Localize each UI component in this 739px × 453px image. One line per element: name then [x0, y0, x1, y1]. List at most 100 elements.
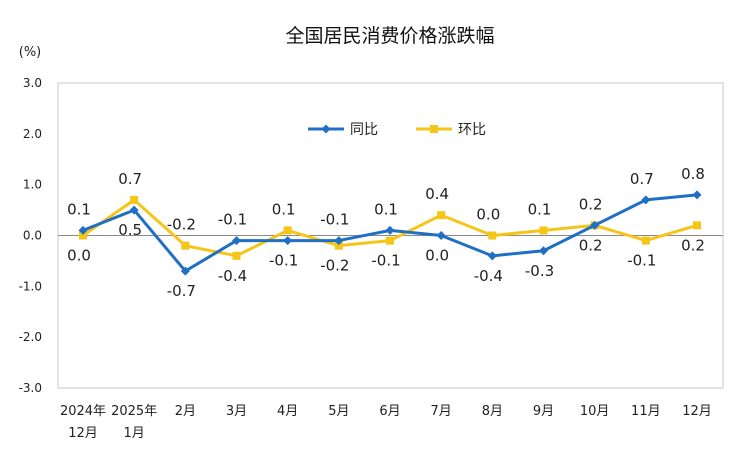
mom-data-label: 0.7 [118, 170, 142, 188]
yoy-point-marker [232, 236, 241, 246]
yoy-data-label: -0.7 [167, 282, 196, 300]
x-tick-label: 9月 [533, 404, 554, 419]
yoy-data-label: 0.2 [579, 195, 603, 213]
y-axis: 3.0 2.0 1.0 0.0 -1.0 -2.0 -3.0 [19, 76, 42, 395]
x-tick-label: 6月 [379, 404, 400, 419]
y-tick-label: -1.0 [19, 279, 42, 293]
yoy-point-marker [539, 246, 548, 256]
mom-data-label: -0.2 [320, 257, 349, 275]
legend-marker [430, 125, 438, 133]
yoy-data-label: -0.1 [218, 211, 247, 229]
mom-data-label: 0.1 [272, 200, 296, 218]
y-unit-label: (%) [19, 45, 42, 60]
mom-point-marker [130, 195, 139, 204]
x-tick-label: 7月 [431, 404, 452, 419]
yoy-point-marker [283, 236, 293, 246]
mom-point-marker [79, 231, 87, 240]
x-tick-line: 9月 [533, 404, 554, 419]
y-tick-label: 0.0 [23, 229, 42, 243]
x-tick-line: 4月 [277, 404, 298, 419]
yoy-data-label: -0.1 [320, 211, 349, 229]
yoy-data-label: -0.1 [269, 252, 298, 270]
mom-data-label: 0.4 [425, 185, 449, 203]
mom-point-marker [386, 236, 394, 245]
mom-data-label: 0.2 [681, 236, 705, 254]
x-tick-line: 12月 [68, 426, 98, 441]
legend-item-mom: 环比 [416, 122, 486, 138]
yoy-data-label: 0.0 [425, 247, 449, 265]
x-tick-line: 12月 [682, 404, 712, 419]
y-tick-label: 1.0 [23, 178, 42, 192]
yoy-point-marker [385, 225, 395, 235]
x-tick-line: 2月 [175, 404, 196, 419]
yoy-data-label: 0.5 [118, 221, 142, 239]
mom-point-marker [232, 251, 241, 260]
y-tick-label: 3.0 [23, 76, 42, 90]
mom-point-marker [641, 236, 650, 245]
mom-point-marker [539, 226, 548, 235]
mom-point-marker [488, 231, 497, 240]
x-tick-line: 3月 [226, 404, 247, 419]
yoy-data-label: -0.4 [474, 267, 503, 285]
mom-data-label: -0.2 [167, 216, 196, 234]
x-tick-line: 2025年 [111, 404, 157, 419]
yoy-data-label: 0.1 [67, 200, 91, 218]
yoy-point-marker [641, 195, 651, 205]
x-tick-line: 11月 [631, 404, 661, 419]
x-tick-line: 1月 [124, 426, 145, 441]
yoy-point-marker [180, 266, 190, 276]
yoy-point-marker [692, 190, 702, 200]
legend-marker [321, 124, 331, 134]
yoy-data-label: 0.7 [630, 170, 654, 188]
yoy-point-marker [129, 205, 139, 215]
yoy-point-marker [78, 225, 88, 235]
x-tick-label: 8月 [482, 404, 503, 419]
x-tick-label: 4月 [277, 404, 298, 419]
x-axis: 2024年 12月 2025年 1月 2月 3月 4月 5月 6月 7月 8月 9月 10月 11月 12月 [60, 404, 712, 441]
mom-point-marker [437, 211, 446, 220]
yoy-point-marker [590, 220, 600, 230]
x-tick-label: 2024年 12月 [60, 404, 106, 441]
yoy-point-marker [334, 236, 344, 246]
mom-point-marker [693, 221, 701, 230]
data-labels-layer: 0.1 0.5 -0.7 -0.1 -0.1 -0.1 0.1 0.0 -0.4 -0.3 0.2 0… [67, 165, 705, 300]
x-tick-label: 2025年 1月 [111, 404, 157, 441]
mom-point-marker [283, 226, 292, 235]
mom-data-label: 0.0 [476, 206, 500, 224]
x-tick-label: 5月 [328, 404, 349, 419]
y-tick-label: -3.0 [19, 381, 42, 395]
yoy-data-label: 0.1 [374, 200, 398, 218]
x-tick-line: 7月 [431, 404, 452, 419]
x-tick-label: 2月 [175, 404, 196, 419]
y-tick-label: -2.0 [19, 330, 42, 344]
mom-point-marker [334, 241, 343, 250]
x-tick-line: 2024年 [60, 404, 106, 419]
mom-data-label: -0.4 [218, 267, 247, 285]
mom-data-label: 0.0 [67, 247, 91, 265]
x-tick-label: 11月 [631, 404, 661, 419]
x-tick-label: 3月 [226, 404, 247, 419]
legend-label: 同比 [350, 122, 378, 138]
yoy-point-marker [436, 231, 446, 240]
mom-point-marker [181, 241, 190, 250]
mom-data-label: 0.2 [579, 236, 603, 254]
x-tick-line: 5月 [328, 404, 349, 419]
legend: 同比 环比 [308, 122, 486, 138]
y-tick-label: 2.0 [23, 127, 42, 141]
yoy-data-label: -0.3 [525, 262, 554, 280]
yoy-data-label: 0.8 [681, 165, 705, 183]
chart-title: 全国居民消费价格涨跌幅 [285, 25, 494, 47]
legend-item-yoy: 同比 [308, 122, 378, 138]
legend-label: 环比 [458, 122, 486, 138]
x-tick-label: 12月 [682, 404, 712, 419]
x-tick-label: 10月 [580, 404, 610, 419]
mom-data-label: -0.1 [371, 252, 400, 270]
x-tick-line: 6月 [379, 404, 400, 419]
yoy-point-marker [487, 251, 497, 261]
mom-data-label: 0.1 [528, 200, 552, 218]
series-layer [78, 190, 702, 276]
x-tick-line: 8月 [482, 404, 503, 419]
mom-data-label: -0.1 [627, 252, 656, 270]
x-tick-line: 10月 [580, 404, 610, 419]
